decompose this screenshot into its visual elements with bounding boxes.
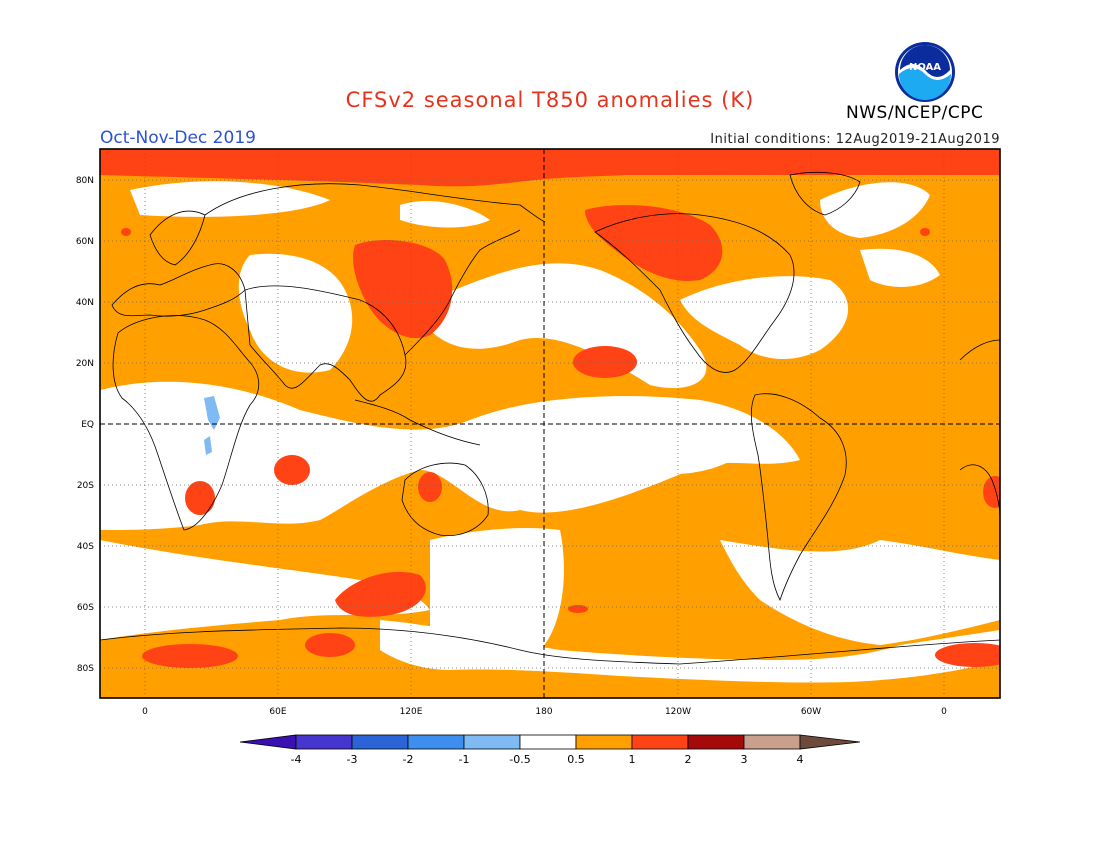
colorbar-label: -1 bbox=[459, 753, 470, 766]
colorbar-swatch bbox=[743, 734, 801, 750]
lat-label: 40S bbox=[77, 542, 94, 552]
lon-label: 180 bbox=[535, 707, 552, 717]
lat-label: 20N bbox=[76, 359, 94, 369]
season-label: Oct-Nov-Dec 2019 bbox=[100, 128, 256, 148]
lat-label: 40N bbox=[76, 298, 94, 308]
asia-coast bbox=[244, 285, 407, 402]
lat-labels: 80N 60N 40N 20N EQ 20S 40S 60S 80S bbox=[76, 176, 94, 674]
colorbar-label: -0.5 bbox=[509, 753, 530, 766]
africa-coast bbox=[112, 315, 260, 531]
colorbar-label: -3 bbox=[347, 753, 358, 766]
colorbar-swatch bbox=[687, 734, 745, 750]
north-america-coast bbox=[594, 213, 795, 373]
colorbar-swatch bbox=[575, 734, 633, 750]
lon-label: 120E bbox=[400, 707, 423, 717]
lon-label: 120W bbox=[665, 707, 691, 717]
colorbar-swatch bbox=[351, 734, 409, 750]
map-frame bbox=[99, 148, 1001, 699]
colorbar-swatch bbox=[407, 734, 465, 750]
colorbar-swatch bbox=[799, 734, 861, 750]
colorbar-label: -2 bbox=[403, 753, 414, 766]
colorbar-swatch bbox=[239, 734, 297, 750]
australia-coast bbox=[401, 462, 489, 537]
near-zero-regions bbox=[100, 181, 1000, 683]
north-africa-coast-right bbox=[959, 339, 1000, 361]
warm-regions bbox=[100, 149, 1000, 668]
coastlines bbox=[100, 171, 1000, 665]
colorbar-swatch bbox=[295, 734, 353, 750]
colorbar-swatch bbox=[463, 734, 521, 750]
colorbar-swatch bbox=[631, 734, 689, 750]
lat-label: EQ bbox=[81, 420, 94, 430]
map-title: CFSv2 seasonal T850 anomalies (K) bbox=[345, 88, 755, 112]
logo-text: NOAA bbox=[909, 62, 941, 73]
lon-label: 60E bbox=[269, 707, 286, 717]
colorbar-label: -4 bbox=[291, 753, 302, 766]
colorbar-labels: -4 -3 -2 -1 -0.5 0.5 1 2 3 4 bbox=[291, 753, 804, 766]
lon-label: 0 bbox=[142, 707, 148, 717]
north-asia-coast bbox=[204, 183, 546, 223]
initial-conditions: Initial conditions: 12Aug2019-21Aug2019 bbox=[710, 132, 1000, 147]
scandinavia-coast bbox=[149, 210, 206, 266]
lat-label: 80S bbox=[77, 664, 94, 674]
lon-labels: 0 60E 120E 180 120W 60W 0 bbox=[142, 707, 947, 717]
south-america-coast bbox=[750, 393, 847, 602]
lat-label: 20S bbox=[77, 481, 94, 491]
east-asia-coast bbox=[404, 229, 521, 356]
colorbar-label: 0.5 bbox=[567, 753, 585, 766]
indonesia-coast bbox=[354, 399, 481, 446]
lat-label: 80N bbox=[76, 176, 94, 186]
colorbar-label: 3 bbox=[741, 753, 748, 766]
colorbar-label: 4 bbox=[797, 753, 804, 766]
lon-label: 0 bbox=[941, 707, 947, 717]
cool-regions bbox=[204, 396, 220, 455]
agency-label: NWS/NCEP/CPC bbox=[846, 103, 984, 123]
noaa-logo: NOAA bbox=[895, 42, 955, 102]
lat-label: 60N bbox=[76, 237, 94, 247]
colorbar bbox=[239, 734, 861, 750]
lon-label: 60W bbox=[801, 707, 821, 717]
colorbar-label: 2 bbox=[685, 753, 692, 766]
colorbar-swatch bbox=[519, 734, 577, 750]
lat-label: 60S bbox=[77, 603, 94, 613]
colorbar-label: 1 bbox=[629, 753, 636, 766]
greenland-coast bbox=[789, 171, 861, 216]
anomaly-fields bbox=[100, 149, 1000, 698]
antarctica-coast bbox=[100, 627, 1000, 665]
